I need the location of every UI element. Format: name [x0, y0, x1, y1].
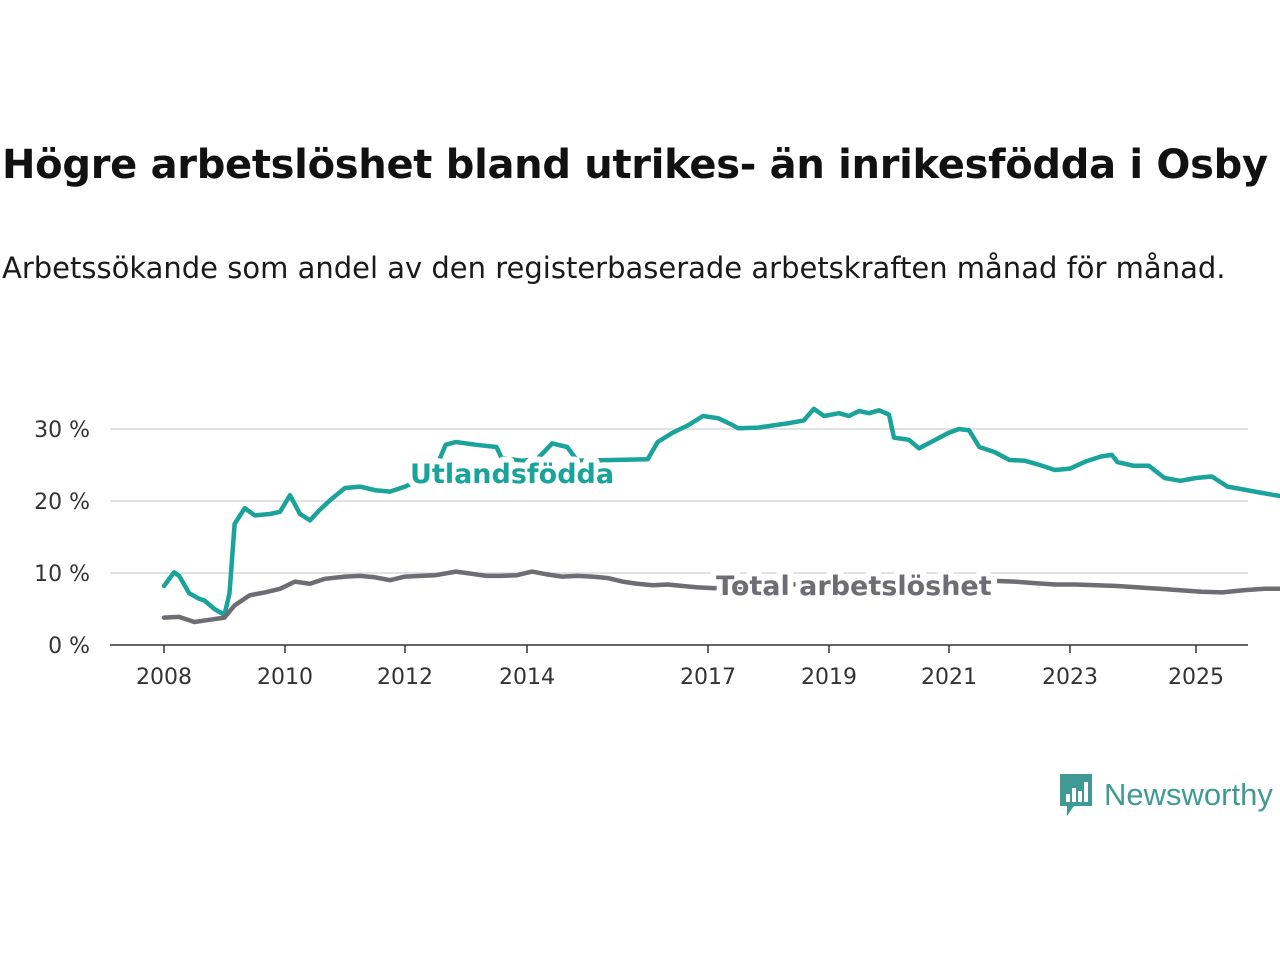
- series-name-label: Utlandsfödda: [410, 459, 614, 490]
- grid-lines: [110, 428, 1248, 574]
- x-tick-label: 2014: [499, 665, 555, 690]
- x-axis: 2008 2010 2012 2014 2017 2019 2021 2023 2025: [110, 644, 1248, 690]
- x-tick-label: 2019: [801, 665, 857, 690]
- x-tick-label: 2021: [921, 665, 977, 690]
- chart-title: Högre arbetslöshet bland utrikes- än inr…: [2, 142, 1268, 188]
- x-tick-label: 2008: [136, 665, 192, 690]
- y-axis: 0 % 10 % 20 % 30 %: [34, 418, 90, 659]
- brand-logo: Newsworthy: [1058, 772, 1273, 818]
- series-line-total: [161, 569, 1280, 625]
- series-labels: 21,2 %Utlandsfödda8,6 %Total arbetslöshe…: [404, 453, 998, 608]
- x-tick-label: 2025: [1168, 665, 1224, 690]
- series-group: [161, 406, 1280, 625]
- x-tick-label: 2012: [377, 665, 433, 690]
- x-tick-label: 2017: [680, 665, 736, 690]
- x-tick-label: 2023: [1042, 665, 1098, 690]
- x-tick-label: 2010: [257, 665, 313, 690]
- y-tick-label: 0 %: [48, 634, 90, 659]
- series-line-utlandsfodda: [161, 406, 1280, 618]
- line-chart: 0 % 10 % 20 % 30 % 2008 2010 2012 2014 2017 2019…: [34, 406, 1280, 690]
- y-tick-label: 20 %: [34, 490, 90, 515]
- newsworthy-logo-icon: [1060, 774, 1092, 816]
- series-name-label: Total arbetslöshet: [716, 571, 992, 602]
- brand-name: Newsworthy: [1104, 777, 1273, 812]
- y-tick-label: 10 %: [34, 562, 90, 587]
- chart-subtitle: Arbetssökande som andel av den registerb…: [2, 251, 1226, 285]
- y-tick-label: 30 %: [34, 418, 90, 443]
